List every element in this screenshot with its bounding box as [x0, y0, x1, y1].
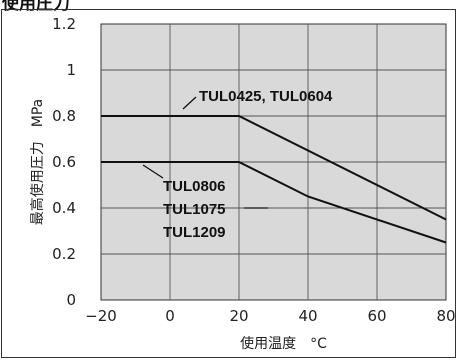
x-tick-label: 0 — [165, 307, 175, 325]
y-tick-label: 0.2 — [52, 245, 76, 263]
y-axis-label: 最高使用圧力 MPa — [29, 99, 46, 225]
x-tick-label: 80 — [436, 307, 455, 325]
chart-heading: 使用圧力 — [2, 0, 70, 14]
y-tick-label: 1 — [66, 61, 76, 79]
x-tick-label: 40 — [298, 307, 317, 325]
x-tick-label: 20 — [229, 307, 248, 325]
series-lines — [101, 115, 447, 244]
x-tick-label: −20 — [85, 307, 117, 325]
x-axis-ticks: −20 0 20 40 60 80 — [85, 307, 455, 325]
y-tick-label: 1.2 — [52, 15, 76, 33]
y-tick-label: 0.6 — [52, 153, 76, 171]
leader-line-2 — [142, 164, 164, 179]
y-tick-label: 0 — [66, 291, 76, 309]
annotation-label: TUL0425, TUL0604 — [199, 88, 333, 105]
annotation-label: TUL0806 — [163, 178, 226, 195]
leader-line-1 — [182, 96, 197, 110]
x-tick-label: 60 — [367, 307, 386, 325]
y-tick-label: 0.8 — [52, 107, 76, 125]
chart-panel — [1, 9, 456, 358]
y-axis-ticks: 0 0.2 0.4 0.6 0.8 1 1.2 — [52, 15, 76, 309]
x-axis-label: 使用温度 °C — [240, 335, 327, 352]
series-line-2 — [101, 161, 447, 244]
series-line-1 — [101, 115, 447, 221]
annotation-label: TUL1075 — [163, 201, 226, 218]
annotations: TUL0425, TUL0604 TUL0806 TUL1075 TUL1209 — [142, 88, 333, 241]
y-tick-label: 0.4 — [52, 199, 76, 217]
annotation-label: TUL1209 — [163, 224, 226, 241]
